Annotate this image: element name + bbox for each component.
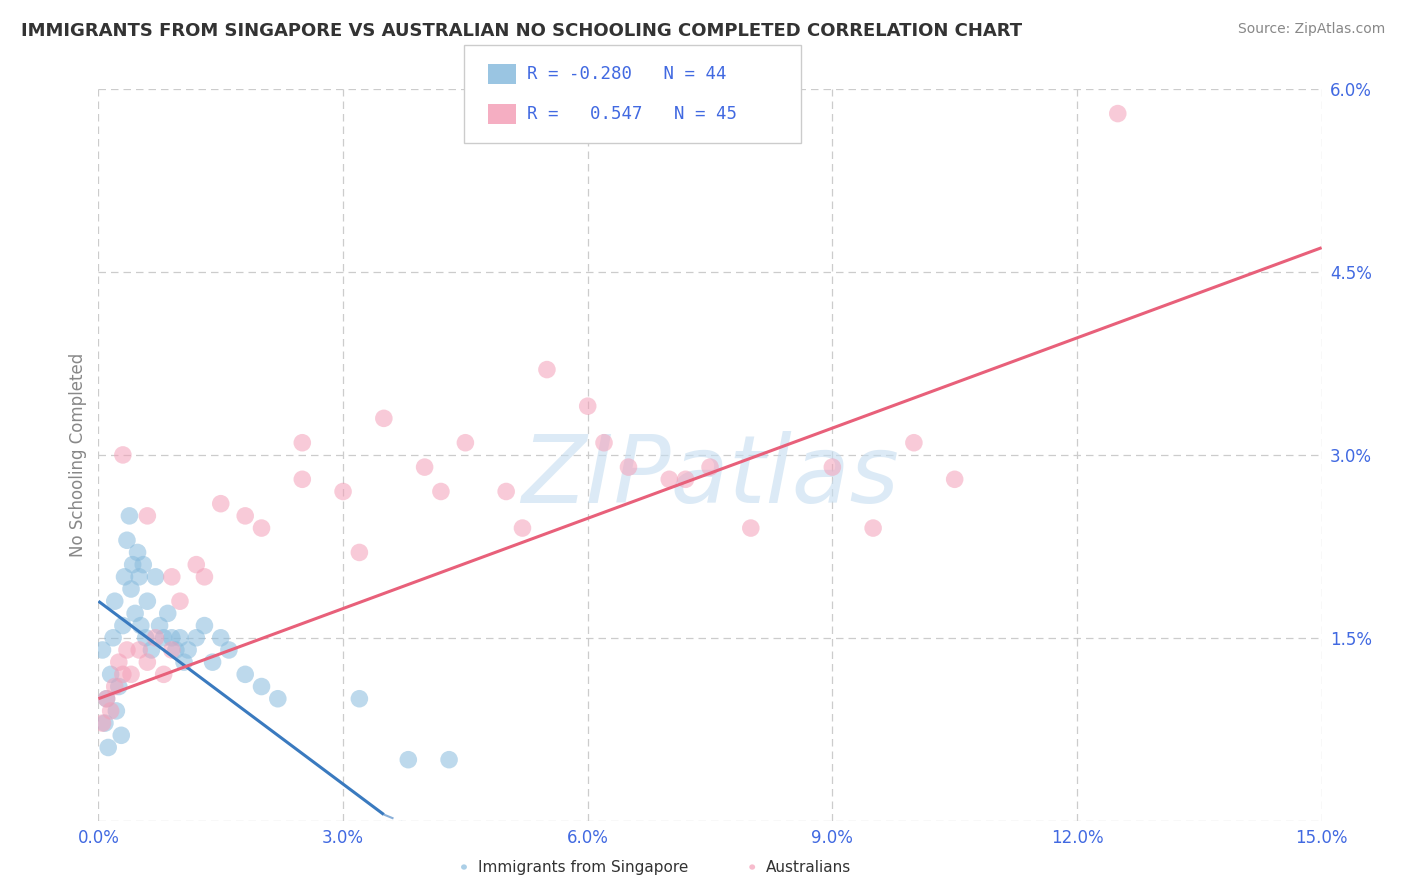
Point	[536, 362, 558, 376]
Point	[120, 582, 142, 596]
Point	[101, 631, 124, 645]
Point	[373, 411, 395, 425]
Point	[193, 570, 215, 584]
Point	[201, 655, 224, 669]
Point	[100, 667, 122, 681]
Point	[430, 484, 453, 499]
Point	[120, 667, 142, 681]
Text: Australians: Australians	[766, 860, 852, 874]
Point	[111, 667, 134, 681]
Point	[152, 631, 174, 645]
Point	[413, 460, 436, 475]
Point	[141, 643, 163, 657]
Point	[111, 448, 134, 462]
Point	[495, 484, 517, 499]
Point	[169, 631, 191, 645]
Point	[145, 570, 167, 584]
Point	[349, 691, 371, 706]
Point	[160, 570, 183, 584]
Point	[250, 521, 273, 535]
Point	[291, 435, 314, 450]
Point	[96, 691, 118, 706]
Point	[821, 460, 844, 475]
Point	[454, 435, 477, 450]
Point	[740, 521, 762, 535]
Point	[96, 691, 118, 706]
Point	[291, 472, 314, 486]
Point	[209, 497, 232, 511]
Point	[100, 704, 122, 718]
Point	[91, 643, 114, 657]
Point	[104, 680, 127, 694]
Text: Immigrants from Singapore: Immigrants from Singapore	[478, 860, 689, 874]
Point	[160, 643, 183, 657]
Point	[186, 631, 208, 645]
Text: R = -0.280   N = 44: R = -0.280 N = 44	[527, 65, 727, 83]
Point	[152, 667, 174, 681]
Point	[699, 460, 721, 475]
Text: Source: ZipAtlas.com: Source: ZipAtlas.com	[1237, 22, 1385, 37]
Point	[218, 643, 240, 657]
Point	[108, 655, 131, 669]
Point	[105, 704, 128, 718]
Point	[209, 631, 232, 645]
Point	[118, 508, 141, 523]
Point	[145, 631, 167, 645]
Point	[115, 533, 138, 548]
Point	[132, 558, 155, 572]
Point	[1107, 106, 1129, 120]
Point	[160, 631, 183, 645]
Point	[156, 607, 179, 621]
Point	[186, 558, 208, 572]
Point	[169, 594, 191, 608]
Point	[250, 680, 273, 694]
Point	[128, 570, 150, 584]
Point	[127, 545, 149, 559]
Point	[193, 618, 215, 632]
Point	[165, 643, 187, 657]
Point	[149, 618, 172, 632]
Y-axis label: No Schooling Completed: No Schooling Completed	[69, 353, 87, 557]
Point	[136, 508, 159, 523]
Point	[617, 460, 640, 475]
Point	[114, 570, 136, 584]
Point	[136, 655, 159, 669]
Point	[396, 753, 419, 767]
Point	[97, 740, 120, 755]
Point	[512, 521, 534, 535]
Point	[267, 691, 290, 706]
Point	[177, 643, 200, 657]
Point	[903, 435, 925, 450]
Point	[943, 472, 966, 486]
Point	[437, 753, 460, 767]
Point	[675, 472, 697, 486]
Point	[110, 728, 132, 742]
Point	[173, 655, 195, 669]
Point	[128, 643, 150, 657]
Point	[111, 618, 134, 632]
Point	[115, 643, 138, 657]
Text: IMMIGRANTS FROM SINGAPORE VS AUSTRALIAN NO SCHOOLING COMPLETED CORRELATION CHART: IMMIGRANTS FROM SINGAPORE VS AUSTRALIAN …	[21, 22, 1022, 40]
Point	[658, 472, 681, 486]
Point	[108, 680, 131, 694]
Point	[576, 399, 599, 413]
Text: R =   0.547   N = 45: R = 0.547 N = 45	[527, 105, 737, 123]
Point	[121, 558, 143, 572]
Point	[233, 667, 256, 681]
Point	[332, 484, 354, 499]
Point	[124, 607, 146, 621]
Text: ZIPatlas: ZIPatlas	[522, 432, 898, 523]
Point	[129, 618, 152, 632]
Point	[349, 545, 371, 559]
Point	[91, 716, 114, 731]
Point	[136, 594, 159, 608]
Point	[94, 716, 117, 731]
Point	[593, 435, 616, 450]
Point	[104, 594, 127, 608]
Point	[862, 521, 884, 535]
Point	[233, 508, 256, 523]
Point	[135, 631, 157, 645]
